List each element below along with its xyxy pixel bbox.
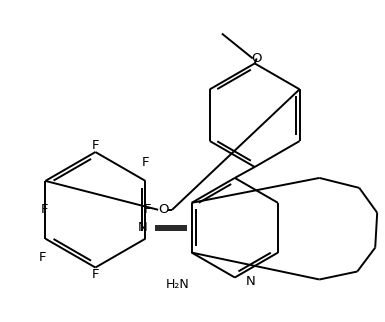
Text: F: F [39, 251, 47, 264]
Text: F: F [92, 138, 99, 152]
Text: O: O [158, 203, 168, 216]
Text: N: N [246, 275, 256, 288]
Text: H₂N: H₂N [166, 278, 190, 291]
Text: N: N [137, 221, 147, 234]
Text: F: F [141, 156, 149, 169]
Text: F: F [41, 203, 49, 216]
Text: O: O [251, 52, 262, 65]
Text: F: F [144, 203, 151, 216]
Text: F: F [92, 268, 99, 281]
